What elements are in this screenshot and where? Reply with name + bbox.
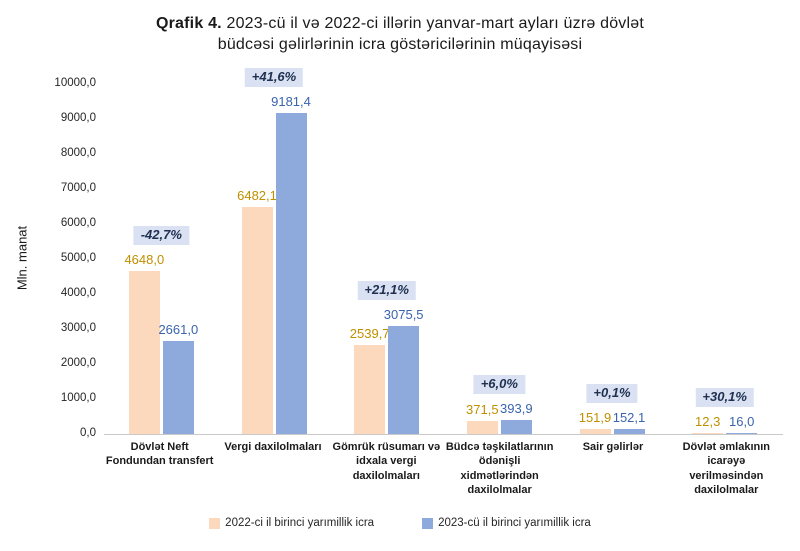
bar-2022 <box>692 433 724 434</box>
category-label: Dövlət Neft Fondundan transfert <box>105 441 214 468</box>
change-badge: +30,1% <box>695 388 754 407</box>
bar-2023 <box>275 113 307 434</box>
bar-2022 <box>466 421 498 434</box>
x-axis-category-labels: Dövlət Neft Fondundan transfert Vergi dax… <box>103 440 783 497</box>
category-label: Sair gəlirlər <box>582 441 644 453</box>
value-label: 6482,1 <box>237 188 277 203</box>
bar-2022 <box>579 429 611 434</box>
plot-area: 4648,0 2661,0 -42,7% 6482,1 9181,4 +41,6% 2539… <box>105 0 781 434</box>
change-badge: +6,0% <box>473 375 525 394</box>
legend-label: 2022-ci il birinci yarımillik icra <box>225 517 375 529</box>
bar-2023 <box>388 326 420 434</box>
chart-title-line2: büdcəsi gəlirlərinin icra göstəricilərin… <box>217 36 583 54</box>
change-badge: -42,7% <box>133 226 189 245</box>
bar-2022 <box>354 345 386 434</box>
y-tick-label: 7000,0 <box>60 182 96 194</box>
y-tick-label: 6000,0 <box>60 217 96 229</box>
legend-label: 2023-cü il birinci yarımillik icra <box>438 517 591 529</box>
legend-marker-2023 <box>422 517 434 529</box>
value-label: 9181,4 <box>271 94 311 109</box>
value-label: 371,5 <box>466 402 499 417</box>
value-label: 16,0 <box>729 414 755 429</box>
chart-title-prefix: Qrafik 4. <box>155 15 222 32</box>
category-label: Gömrük rüsumarı və idxala vergi daxilolm… <box>332 441 441 482</box>
bar-2023 <box>162 341 194 434</box>
bar-2023 <box>500 420 532 434</box>
x-axis-line <box>104 434 783 435</box>
bar-2023 <box>613 429 645 434</box>
bar-2023 <box>726 433 758 434</box>
value-label: 152,1 <box>612 410 646 425</box>
legend-marker-2022 <box>209 517 221 529</box>
legend: 2022-ci il birinci yarımillik icra 2023-c… <box>0 517 800 529</box>
change-badge: +0,1% <box>586 384 638 403</box>
chart-title-line1: 2023-cü il və 2022-ci illərin yanvar-mar… <box>226 15 644 32</box>
legend-item: 2022-ci il birinci yarımillik icra <box>209 517 374 529</box>
change-badge: +21,1% <box>357 281 416 300</box>
value-label: 151,9 <box>578 410 612 425</box>
bar-2022 <box>128 271 160 434</box>
y-tick-label: 10000,0 <box>54 77 96 89</box>
value-label: 2661,0 <box>158 322 199 337</box>
value-label: 393,9 <box>500 401 533 416</box>
value-label: 12,3 <box>695 414 721 429</box>
category-label: Vergi daxilolmaları <box>224 441 322 453</box>
bar-2022 <box>241 207 273 434</box>
y-tick-label: 5000,0 <box>60 252 96 264</box>
value-label: 2539,7 <box>349 326 390 341</box>
y-tick-label: 3000,0 <box>60 322 96 334</box>
value-label: 4648,0 <box>124 252 165 267</box>
category-label: Büdcə təşkilatlarının ödənişli xidmətlər… <box>445 441 554 496</box>
y-tick-label: 2000,0 <box>60 357 96 369</box>
change-badge: +41,6% <box>244 68 304 87</box>
chart-title: Qrafik 4. 2023-cü il və 2022-ci illərin … <box>0 13 800 55</box>
y-tick-label: 4000,0 <box>60 287 96 299</box>
y-tick-label: 0,0 <box>80 427 96 439</box>
category-label: Dövlət əmlakının icarəyə verilməsindən d… <box>682 441 771 496</box>
y-tick-label: 8000,0 <box>60 147 96 159</box>
value-label: 3075,5 <box>383 307 424 322</box>
y-tick-label: 1000,0 <box>60 392 96 404</box>
legend-item: 2023-cü il birinci yarımillik icra <box>422 517 591 529</box>
y-tick-label: 9000,0 <box>60 112 96 124</box>
